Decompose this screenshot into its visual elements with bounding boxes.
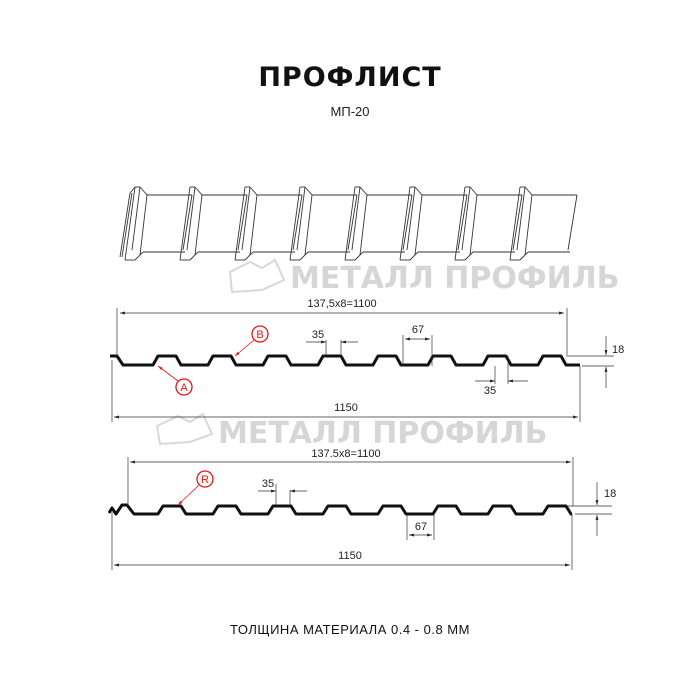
dimension-bottom-width: 35 (484, 385, 496, 397)
sheet-edge (516, 186, 526, 251)
sheet-edge (402, 194, 413, 251)
sheet-edge (304, 194, 313, 256)
sheet-edge (351, 186, 361, 251)
watermark-text: МЕТАЛЛ ПРОФИЛЬ (290, 261, 620, 296)
sheet-edge (512, 194, 523, 251)
dimension-top-width: 35 (312, 329, 324, 341)
sheet-edge (414, 186, 423, 196)
sheet-edge (124, 186, 136, 261)
dimension-pitch: 137.5x8=1100 (311, 448, 380, 460)
sheet-edge (469, 194, 478, 256)
sheet-edge (304, 186, 313, 196)
marker-a: A (157, 365, 193, 396)
sheet-edge (182, 194, 193, 251)
dimension-height: 18 (612, 344, 624, 356)
marker-b: B (234, 325, 269, 357)
isometric-sheet (119, 186, 578, 261)
sheet-edge (454, 186, 466, 261)
profile-2-outline (107, 503, 573, 516)
sheet-edge (519, 251, 529, 261)
sheet-edge (134, 251, 144, 261)
profile-1-outline (110, 354, 580, 367)
sheet-edge (244, 251, 254, 261)
sheet-edge (131, 186, 141, 251)
sheet-edge (139, 186, 148, 196)
sheet-edge (509, 186, 521, 261)
sheet-edge (186, 186, 196, 251)
sheet-edge (524, 194, 533, 256)
sheet-edge (344, 186, 356, 261)
sheet-edge (129, 186, 136, 194)
sheet-edge (234, 186, 246, 261)
sheet-edge (409, 251, 419, 261)
dimension-total-width: 1150 (338, 550, 362, 562)
sheet-edge (119, 192, 131, 258)
sheet-edge (414, 194, 423, 256)
sheet-edge (139, 194, 148, 256)
sheet-edge (289, 186, 301, 261)
svg-text:B: B (256, 329, 263, 341)
sheet-edge (359, 186, 368, 196)
dimension-total-width: 1150 (334, 402, 358, 414)
svg-text:R: R (201, 474, 209, 486)
sheet-edge (524, 186, 533, 196)
page-title: ПРОФЛИСТ (258, 62, 442, 93)
dimension-height: 18 (604, 488, 616, 500)
sheet-edge (347, 194, 358, 251)
page-subtitle: МП-20 (330, 104, 370, 119)
watermark-1: МЕТАЛЛ ПРОФИЛЬ (228, 258, 620, 296)
sheet-edge (406, 186, 416, 251)
sheet-edge (359, 194, 368, 256)
sheet-edge (249, 186, 258, 196)
material-thickness: ТОЛЩИНА МАТЕРИАЛА 0.4 - 0.8 ММ (230, 622, 470, 637)
dimension-top-width: 35 (262, 478, 274, 490)
dimension-rib-gap: 67 (412, 324, 424, 336)
watermark-text: МЕТАЛЛ ПРОФИЛЬ (218, 416, 548, 451)
dimension-pitch: 137,5x8=1100 (307, 298, 376, 310)
marker-r: R (177, 470, 214, 506)
profile-2: 137.5x8=1100 1150 35 67 18 R (107, 448, 616, 570)
sheet-edge (567, 194, 578, 251)
sheet-edge (461, 186, 471, 251)
sheet-edge (237, 194, 248, 251)
sheet-edge (249, 194, 258, 256)
dimension-rib-gap: 67 (415, 521, 427, 533)
sheet-edge (296, 186, 306, 251)
sheet-edge (464, 251, 474, 261)
sheet-edge (194, 194, 203, 256)
sheet-edge (457, 194, 468, 251)
sheet-edge (179, 186, 191, 261)
sheet-edge (189, 251, 199, 261)
svg-text:A: A (180, 382, 188, 394)
sheet-edge (194, 186, 203, 196)
sheet-edge (469, 186, 478, 196)
sheet-edge (399, 186, 411, 261)
sheet-edge (299, 251, 309, 261)
sheet-edge (354, 251, 364, 261)
watermark-2: МЕТАЛЛ ПРОФИЛЬ (155, 412, 548, 451)
sheet-edge (292, 194, 303, 251)
sheet-edge (121, 192, 133, 258)
profile-1: 137,5x8=1100 1150 35 67 35 18 A B (110, 298, 624, 422)
sheet-edge (241, 186, 251, 251)
